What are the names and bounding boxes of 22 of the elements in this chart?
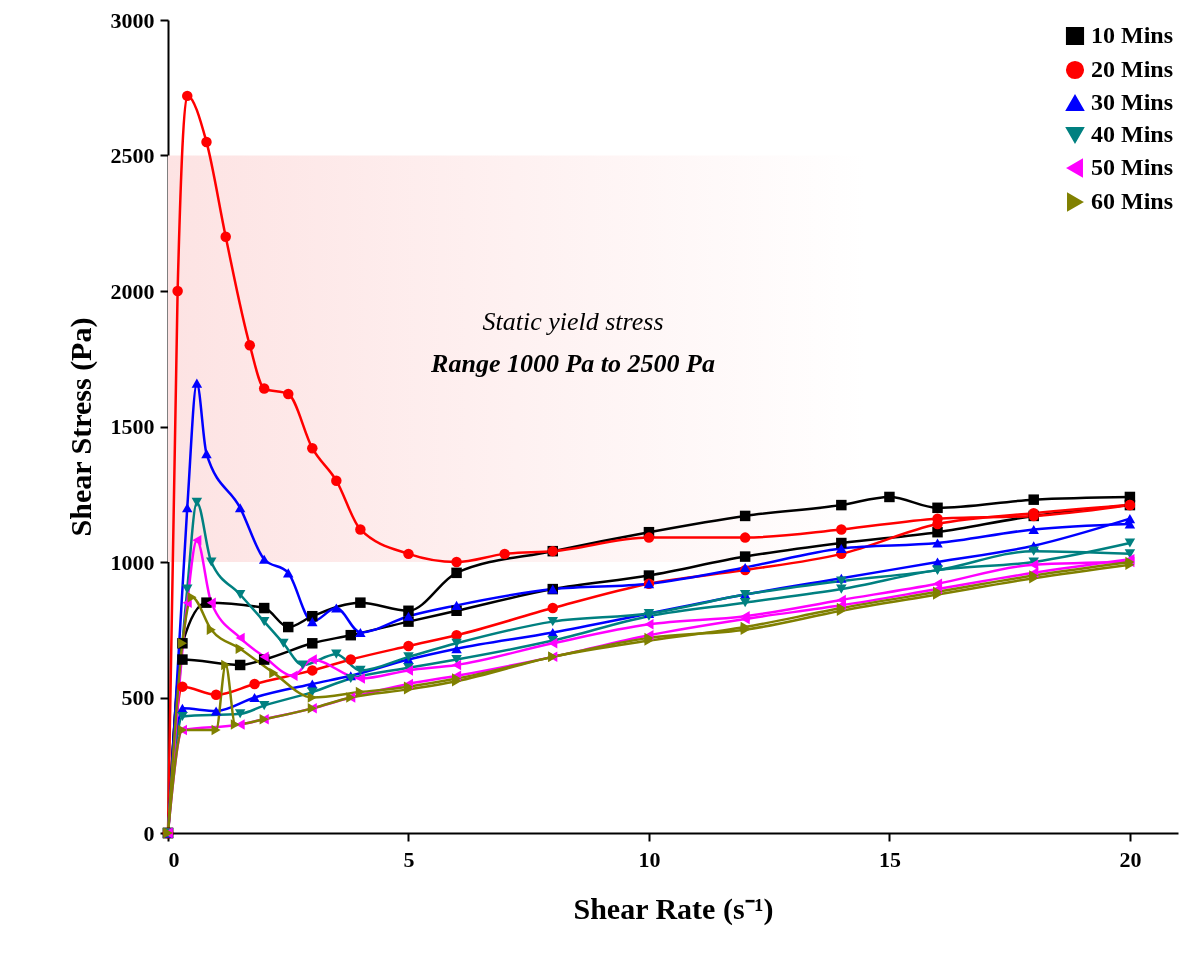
y-tick-label: 2000: [110, 278, 155, 304]
y-tick-label: 500: [121, 685, 155, 710]
x-tick-label: 20: [1119, 846, 1142, 872]
y-axis-title: Shear Stress (Pa): [63, 317, 98, 537]
y-tick-label: 0: [143, 820, 155, 846]
annotation: Static yield stress: [482, 307, 664, 336]
legend-label: 30 Mins: [1091, 89, 1174, 115]
legend-label: 10 Mins: [1091, 22, 1174, 48]
annotation: Range 1000 Pa to 2500 Pa: [430, 349, 715, 378]
x-tick-label: 15: [878, 846, 901, 872]
y-tick-label: 1500: [110, 414, 155, 439]
x-tick-label: 10: [638, 846, 661, 872]
y-tick-label: 1000: [110, 549, 155, 575]
x-tick-label: 0: [168, 846, 180, 872]
x-tick-label: 5: [403, 846, 415, 872]
legend-label: 20 Mins: [1091, 56, 1174, 82]
legend-label: 60 Mins: [1091, 188, 1174, 214]
legend-label: 50 Mins: [1091, 154, 1174, 180]
y-tick-label: 2500: [110, 143, 155, 168]
legend-label: 40 Mins: [1091, 121, 1174, 147]
x-axis-title: Shear Rate (s⁻¹): [573, 891, 774, 926]
y-tick-label: 3000: [110, 7, 155, 33]
